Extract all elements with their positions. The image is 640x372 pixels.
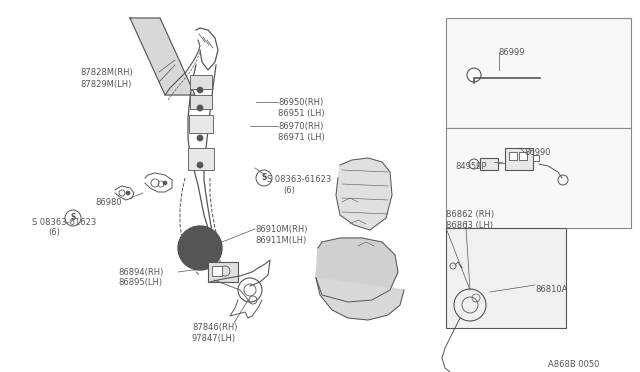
Text: A868B 0050: A868B 0050 (548, 360, 600, 369)
Bar (188, 148, 214, 170)
Text: 86863 (LH): 86863 (LH) (446, 221, 493, 230)
Bar (533, 155, 539, 161)
Bar (446, 228, 566, 328)
Polygon shape (130, 18, 195, 95)
Text: 86990: 86990 (524, 148, 550, 157)
Text: 86894(RH): 86894(RH) (118, 268, 163, 277)
Text: S 08363-61623: S 08363-61623 (32, 218, 96, 227)
Text: 87829M(LH): 87829M(LH) (80, 80, 131, 89)
Text: 86980: 86980 (95, 198, 122, 207)
Text: (6): (6) (48, 228, 60, 237)
Bar (519, 152, 527, 160)
Circle shape (197, 162, 203, 168)
Text: 86971 (LH): 86971 (LH) (278, 133, 324, 142)
Text: 97847(LH): 97847(LH) (192, 334, 236, 343)
Text: S: S (70, 214, 76, 222)
Text: 86950(RH): 86950(RH) (278, 98, 323, 107)
Text: 86999: 86999 (498, 48, 525, 57)
Polygon shape (316, 278, 404, 320)
Text: 86810A: 86810A (535, 285, 568, 294)
Circle shape (126, 191, 130, 195)
Bar (212, 266, 222, 276)
Text: 84959P: 84959P (455, 162, 486, 171)
Bar (190, 75, 212, 89)
Bar (208, 262, 238, 282)
Text: 86911M(LH): 86911M(LH) (255, 236, 307, 245)
Bar (480, 158, 498, 170)
Circle shape (178, 226, 222, 270)
Text: S 08363-61623: S 08363-61623 (267, 175, 332, 184)
Bar (446, 128, 631, 228)
Circle shape (163, 181, 167, 185)
Bar (189, 115, 213, 133)
Bar (190, 95, 212, 109)
Bar (509, 152, 517, 160)
Text: (6): (6) (283, 186, 295, 195)
Text: 86862 (RH): 86862 (RH) (446, 210, 494, 219)
Circle shape (197, 135, 203, 141)
Text: 87846(RH): 87846(RH) (192, 323, 237, 332)
Polygon shape (316, 238, 398, 302)
Polygon shape (336, 158, 392, 230)
Text: 86895(LH): 86895(LH) (118, 278, 162, 287)
Text: 86910M(RH): 86910M(RH) (255, 225, 307, 234)
Circle shape (197, 87, 203, 93)
Text: 86970(RH): 86970(RH) (278, 122, 323, 131)
Bar (446, 18, 631, 128)
Circle shape (197, 105, 203, 111)
Text: 87828M(RH): 87828M(RH) (80, 68, 132, 77)
Bar (505, 148, 533, 170)
Text: 86951 (LH): 86951 (LH) (278, 109, 324, 118)
Text: S: S (261, 173, 267, 183)
